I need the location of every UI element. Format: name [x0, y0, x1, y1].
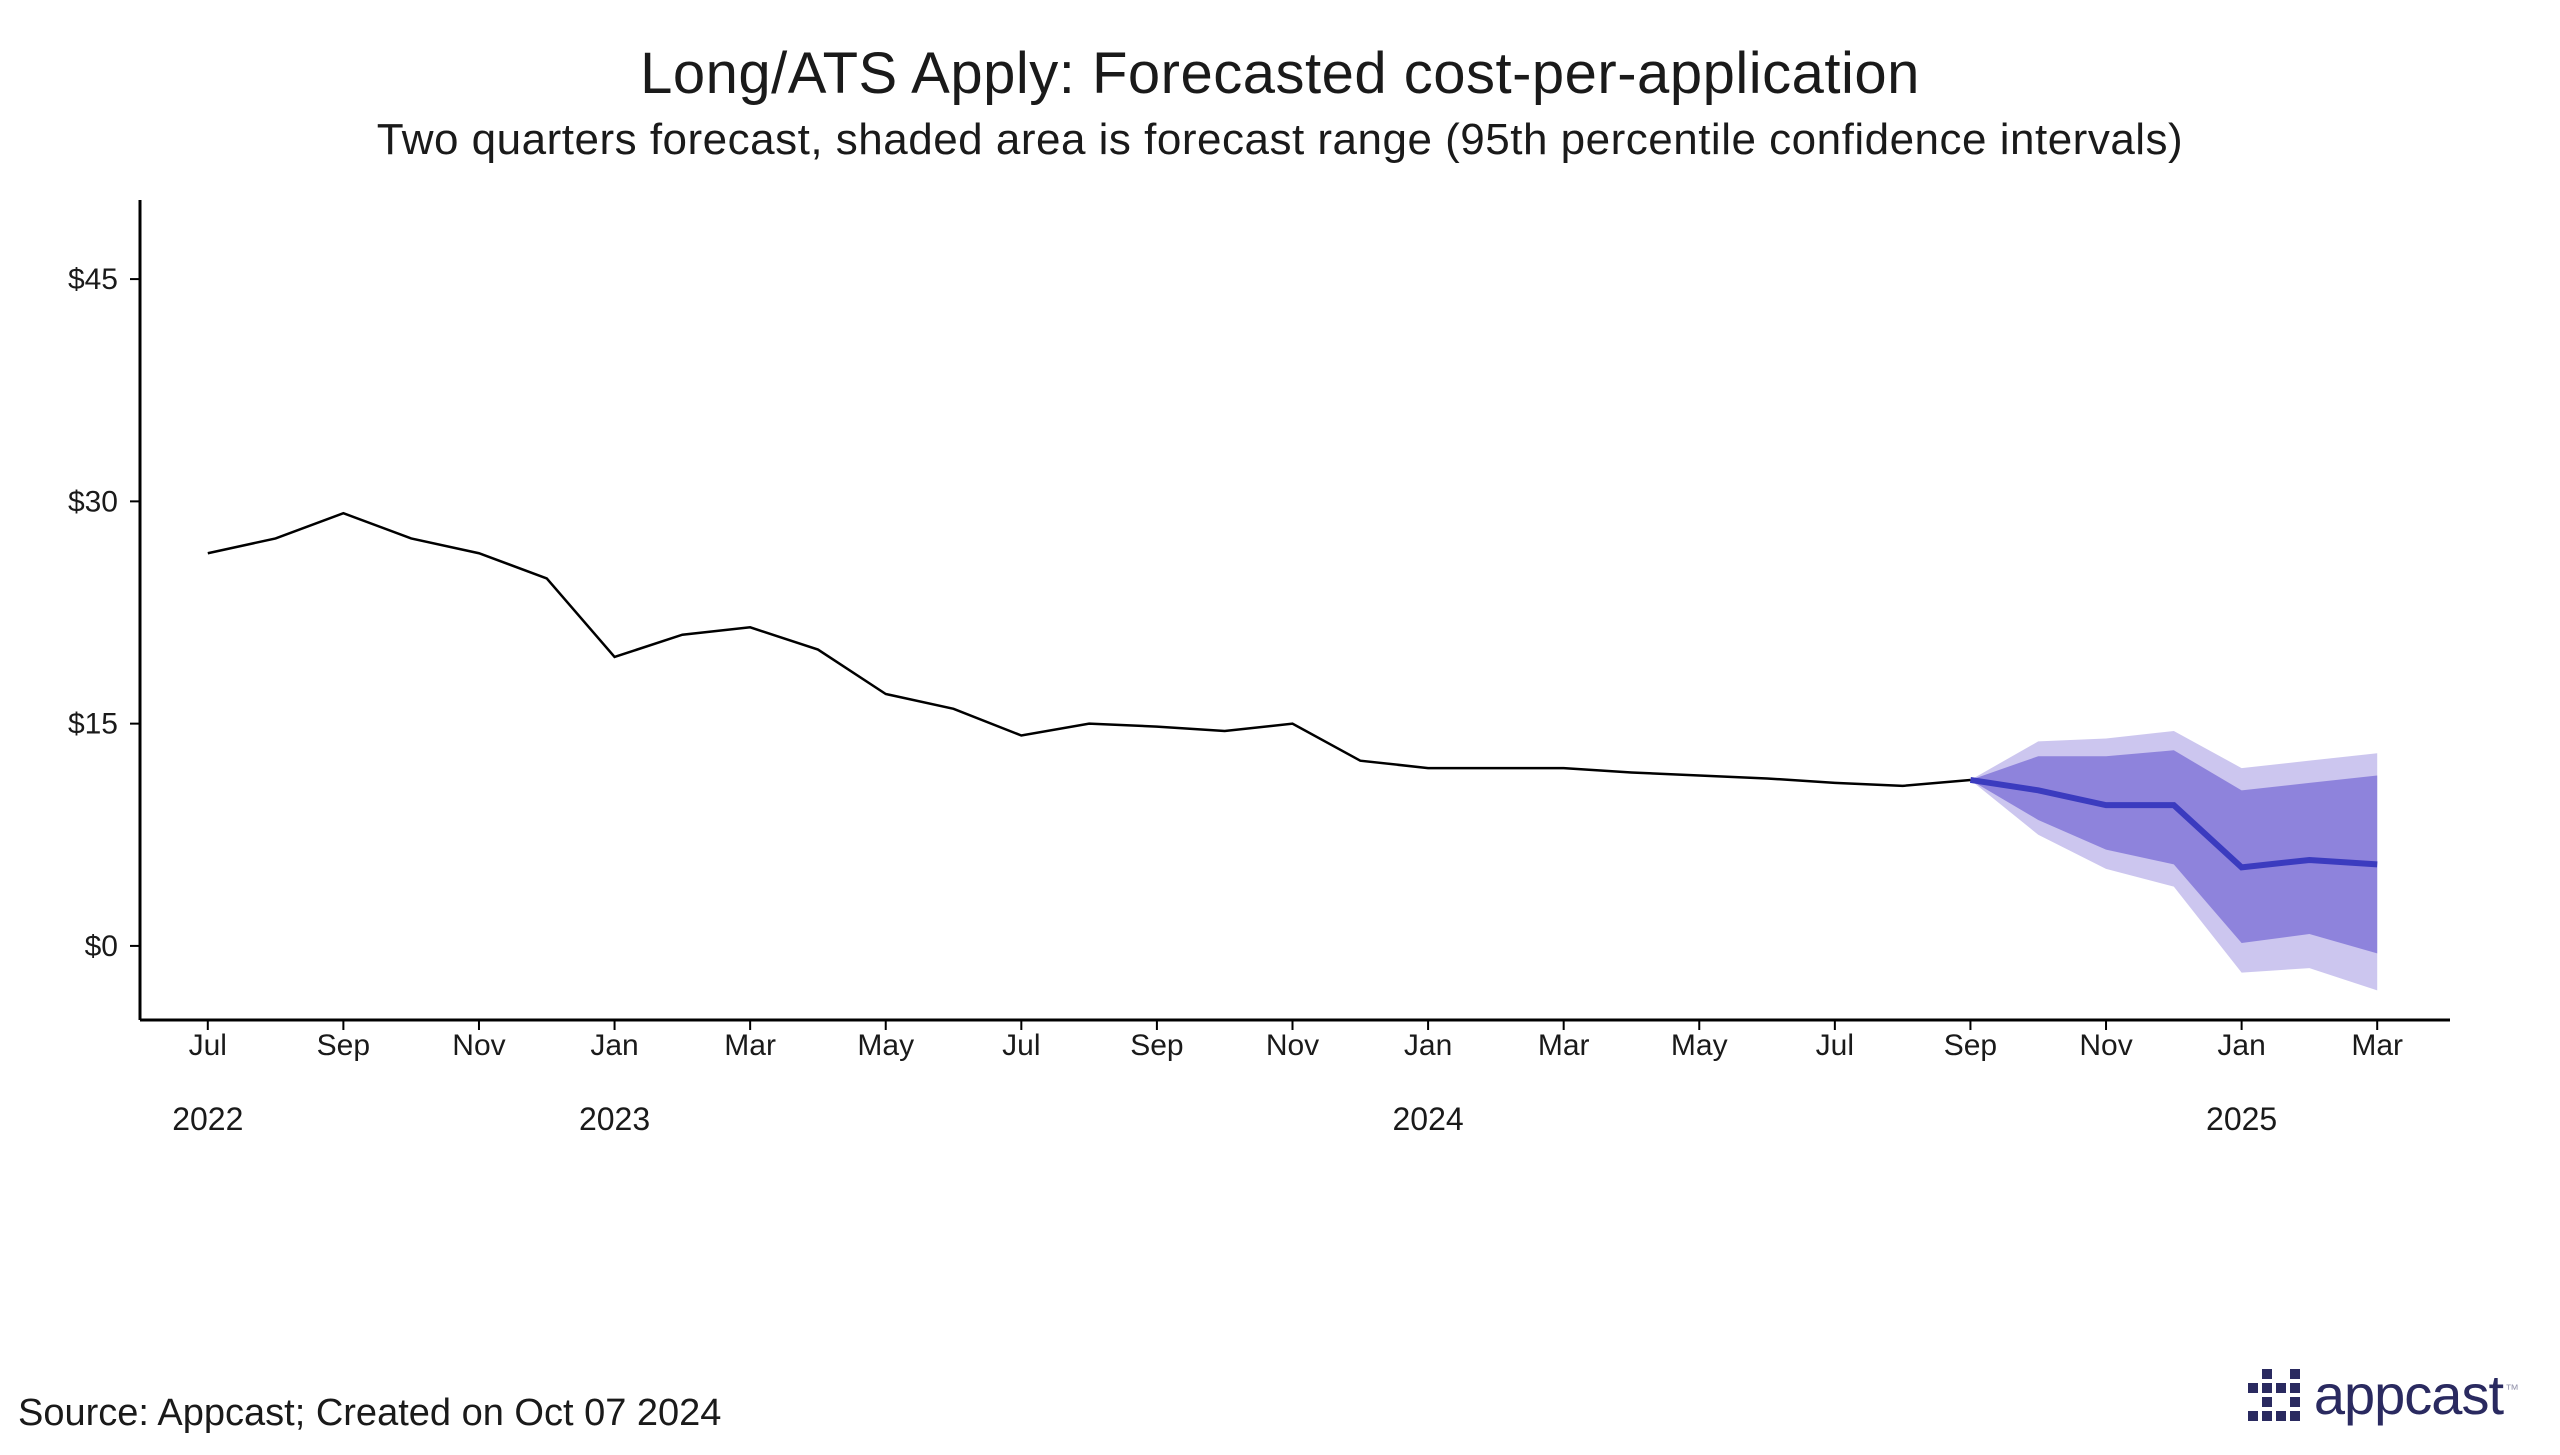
- chart-title: Long/ATS Apply: Forecasted cost-per-appl…: [0, 40, 2560, 107]
- x-tick-label: Sep: [1944, 1029, 1997, 1062]
- appcast-logo: appcast™: [2248, 1362, 2518, 1427]
- x-tick-label: Sep: [317, 1029, 370, 1062]
- y-tick-label: $45: [68, 263, 118, 296]
- x-tick-label: Nov: [2079, 1029, 2132, 1062]
- x-tick-label: Jan: [590, 1029, 638, 1062]
- x-tick-label: Jul: [1816, 1029, 1854, 1062]
- chart-subtitle: Two quarters forecast, shaded area is fo…: [0, 115, 2560, 165]
- y-tick-label: $0: [85, 930, 118, 963]
- x-tick-label: Nov: [452, 1029, 505, 1062]
- x-tick-label: Jul: [189, 1029, 227, 1062]
- y-tick-label: $15: [68, 708, 118, 741]
- appcast-logo-icon: [2248, 1369, 2300, 1421]
- x-tick-label: Mar: [2351, 1029, 2403, 1062]
- x-year-label: 2023: [579, 1101, 650, 1137]
- x-tick-label: Jan: [2217, 1029, 2265, 1062]
- x-tick-label: Sep: [1130, 1029, 1183, 1062]
- x-year-label: 2024: [1392, 1101, 1463, 1137]
- x-tick-label: May: [857, 1029, 914, 1062]
- chart-svg: $0$15$30$45JulSepNovJanMarMayJulSepNovJa…: [130, 195, 2460, 1195]
- historical-line: [208, 513, 1971, 786]
- chart-area: $0$15$30$45JulSepNovJanMarMayJulSepNovJa…: [130, 195, 2460, 1195]
- x-tick-label: Jul: [1002, 1029, 1040, 1062]
- x-tick-label: Nov: [1266, 1029, 1319, 1062]
- x-tick-label: Jan: [1404, 1029, 1452, 1062]
- x-tick-label: May: [1671, 1029, 1728, 1062]
- x-year-label: 2022: [172, 1101, 243, 1137]
- x-year-label: 2025: [2206, 1101, 2277, 1137]
- appcast-logo-text: appcast™: [2314, 1362, 2518, 1427]
- source-text: Source: Appcast; Created on Oct 07 2024: [18, 1392, 721, 1435]
- y-tick-label: $30: [68, 485, 118, 518]
- x-tick-label: Mar: [1538, 1029, 1590, 1062]
- x-tick-label: Mar: [724, 1029, 776, 1062]
